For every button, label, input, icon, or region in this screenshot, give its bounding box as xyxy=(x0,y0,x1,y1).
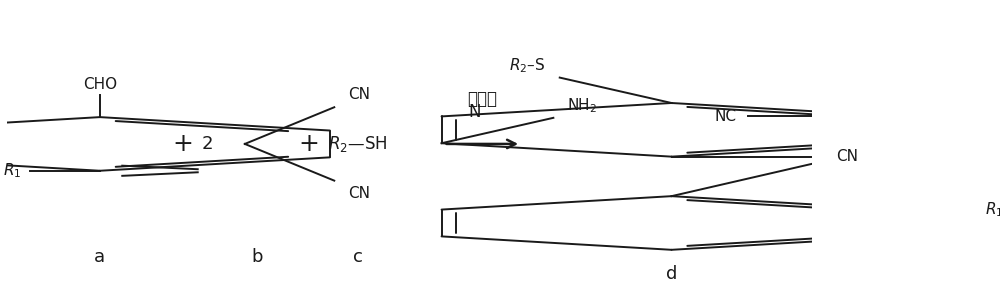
Text: CN: CN xyxy=(348,186,370,201)
Text: N: N xyxy=(469,103,481,121)
Text: $R_2$–S: $R_2$–S xyxy=(509,56,546,75)
Text: CN: CN xyxy=(836,149,858,164)
Text: b: b xyxy=(251,248,263,266)
Text: a: a xyxy=(94,248,105,266)
Text: +: + xyxy=(299,132,320,156)
Text: NC: NC xyxy=(715,109,737,124)
Text: 催化剂: 催化剂 xyxy=(467,90,497,108)
Text: CN: CN xyxy=(348,87,370,102)
Text: d: d xyxy=(666,265,677,283)
Text: NH$_2$: NH$_2$ xyxy=(567,96,598,115)
Text: $R_2$—SH: $R_2$—SH xyxy=(328,134,387,154)
Text: CHO: CHO xyxy=(83,77,117,92)
Text: +: + xyxy=(172,132,193,156)
Text: c: c xyxy=(353,248,362,266)
Text: $R_1$: $R_1$ xyxy=(985,200,1000,219)
Text: 2: 2 xyxy=(201,135,213,153)
Text: $R_1$: $R_1$ xyxy=(3,161,22,180)
